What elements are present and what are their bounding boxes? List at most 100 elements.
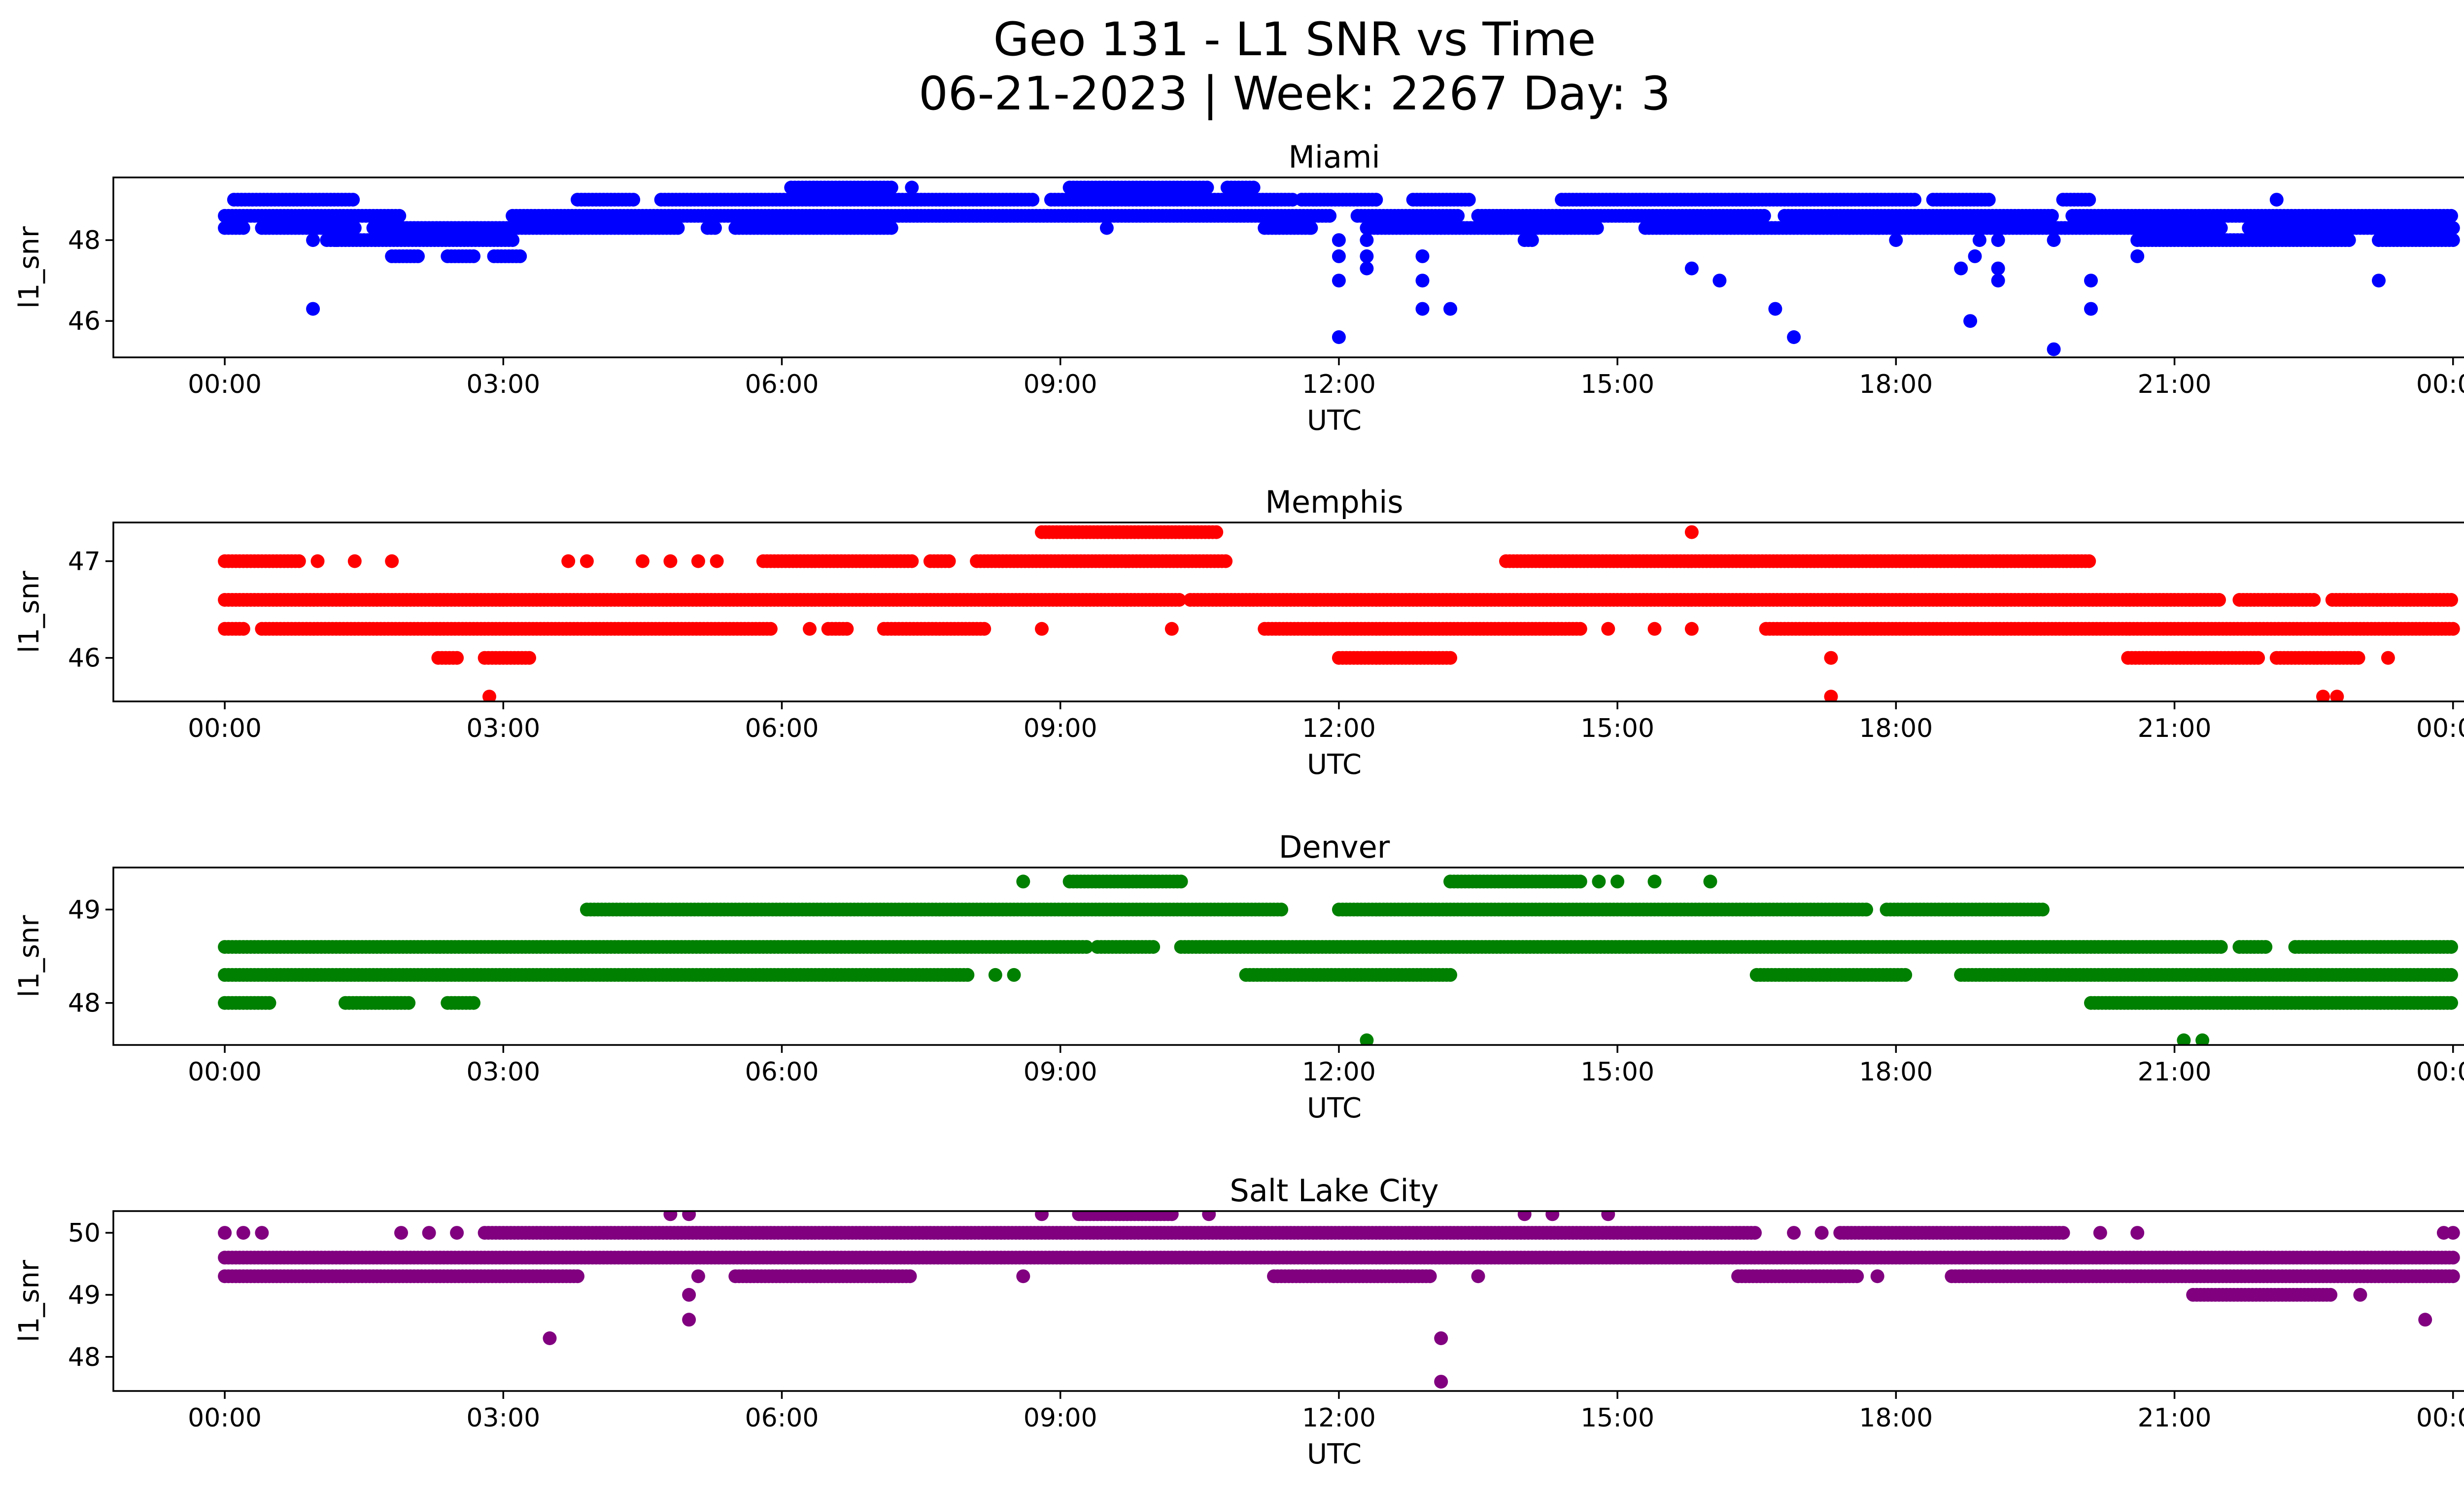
denver-outlier-point — [1360, 1033, 1374, 1045]
denver-outlier-point — [2177, 1033, 2191, 1045]
miami-outlier-point — [1360, 261, 1374, 276]
miami-point — [671, 221, 685, 235]
miami-outlier-point — [306, 302, 320, 316]
miami-point — [411, 249, 425, 263]
miami-x-tick-label: 06:00 — [745, 370, 819, 399]
miami-x-axis-label: UTC — [1307, 405, 1362, 437]
memphis-point — [977, 622, 992, 636]
memphis-outlier-point — [347, 554, 362, 568]
denver-outlier-point — [988, 968, 1002, 982]
miami-point — [347, 221, 362, 235]
denver-outlier-point — [1016, 874, 1030, 889]
miami-x-tick-label: 00:00 — [188, 370, 262, 399]
miami-outlier-point — [1332, 233, 1346, 247]
denver-point — [402, 996, 416, 1010]
miami-outlier-point — [2084, 274, 2098, 288]
memphis-x-tick-label: 09:00 — [1024, 714, 1097, 743]
miami-outlier-point — [2047, 342, 2061, 356]
denver-point — [2444, 996, 2458, 1010]
miami-outlier-point — [1443, 302, 1457, 316]
miami-point — [513, 249, 527, 263]
miami-outlier-point — [1332, 249, 1346, 263]
salt-lake-city-markers — [218, 1211, 2460, 1389]
denver-point — [1898, 968, 1913, 982]
miami-outlier-point — [1360, 233, 1374, 247]
memphis-point — [292, 554, 306, 568]
denver-outlier-point — [1592, 874, 1606, 889]
miami-outlier-point — [2047, 233, 2061, 247]
memphis-outlier-point — [710, 554, 724, 568]
miami-point — [2082, 193, 2096, 207]
miami-y-tick-label: 48 — [68, 226, 101, 255]
denver-point — [2444, 968, 2458, 982]
memphis-outlier-point — [1684, 525, 1699, 539]
memphis-point — [2446, 622, 2460, 636]
miami-point — [1369, 193, 1383, 207]
miami-outlier-point — [329, 233, 343, 247]
miami-point — [626, 193, 641, 207]
memphis-outlier-point — [1824, 651, 1838, 665]
miami-point — [2444, 209, 2458, 223]
memphis-point — [2251, 651, 2265, 665]
memphis-outlier-point — [1164, 622, 1179, 636]
denver-markers — [218, 874, 2458, 1045]
denver-y-axis-label: l1_snr — [13, 915, 45, 998]
memphis-outlier-point — [1824, 690, 1838, 701]
miami-outlier-point — [1972, 233, 1986, 247]
memphis-point — [2307, 593, 2321, 607]
miami-point — [1908, 193, 1921, 207]
memphis-axes-frame — [112, 522, 2464, 702]
miami-point — [1757, 209, 1771, 223]
miami-point — [2214, 221, 2228, 235]
miami-point — [1525, 233, 1539, 247]
miami-outlier-point — [1304, 221, 1318, 235]
memphis-point — [522, 651, 536, 665]
miami-point — [236, 221, 250, 235]
miami-outlier-point — [1332, 330, 1346, 344]
miami-x-tick-label: 21:00 — [2138, 370, 2212, 399]
memphis-point — [942, 554, 956, 568]
miami-outlier-point — [306, 233, 320, 247]
memphis-x-tick-label: 15:00 — [1580, 714, 1654, 743]
memphis-x-tick-label: 21:00 — [2138, 714, 2212, 743]
miami-outlier-point — [2084, 302, 2098, 316]
denver-point — [2444, 940, 2458, 954]
denver-point — [1274, 903, 1289, 917]
denver-title: Denver — [1279, 829, 1390, 865]
miami-point — [2446, 233, 2460, 247]
memphis-x-tick-label: 03:00 — [466, 714, 540, 743]
memphis-title: Memphis — [1265, 484, 1403, 520]
memphis-point — [2212, 593, 2226, 607]
denver-x-tick-label: 12:00 — [1302, 1057, 1376, 1087]
memphis-outlier-point — [1035, 622, 1049, 636]
miami-outlier-point — [1954, 261, 1968, 276]
memphis-x-tick-label: 12:00 — [1302, 714, 1376, 743]
miami-outlier-point — [1415, 274, 1430, 288]
memphis-outlier-point — [385, 554, 399, 568]
miami-outlier-point — [1684, 261, 1699, 276]
denver-point — [467, 996, 480, 1010]
memphis-outlier-point — [580, 554, 594, 568]
denver-point — [1146, 940, 1161, 954]
miami-x-tick-label: 00:00 — [2416, 370, 2464, 399]
memphis-outlier-point — [635, 554, 650, 568]
miami-point — [884, 221, 898, 235]
memphis-point — [236, 622, 250, 636]
denver-x-tick-label: 18:00 — [1859, 1057, 1933, 1087]
miami-outlier-point — [1712, 274, 1727, 288]
miami-point — [2342, 233, 2356, 247]
denver-point — [1573, 874, 1587, 889]
miami-x-tick-label: 09:00 — [1024, 370, 1097, 399]
memphis-outlier-point — [2381, 651, 2395, 665]
memphis-point — [840, 622, 854, 636]
memphis-outlier-point — [691, 554, 705, 568]
miami-x-tick-label: 15:00 — [1580, 370, 1654, 399]
memphis-point — [1172, 593, 1186, 607]
memphis-x-tick-label: 00:00 — [188, 714, 262, 743]
memphis-point — [905, 554, 919, 568]
miami-outlier-point — [1360, 249, 1374, 263]
